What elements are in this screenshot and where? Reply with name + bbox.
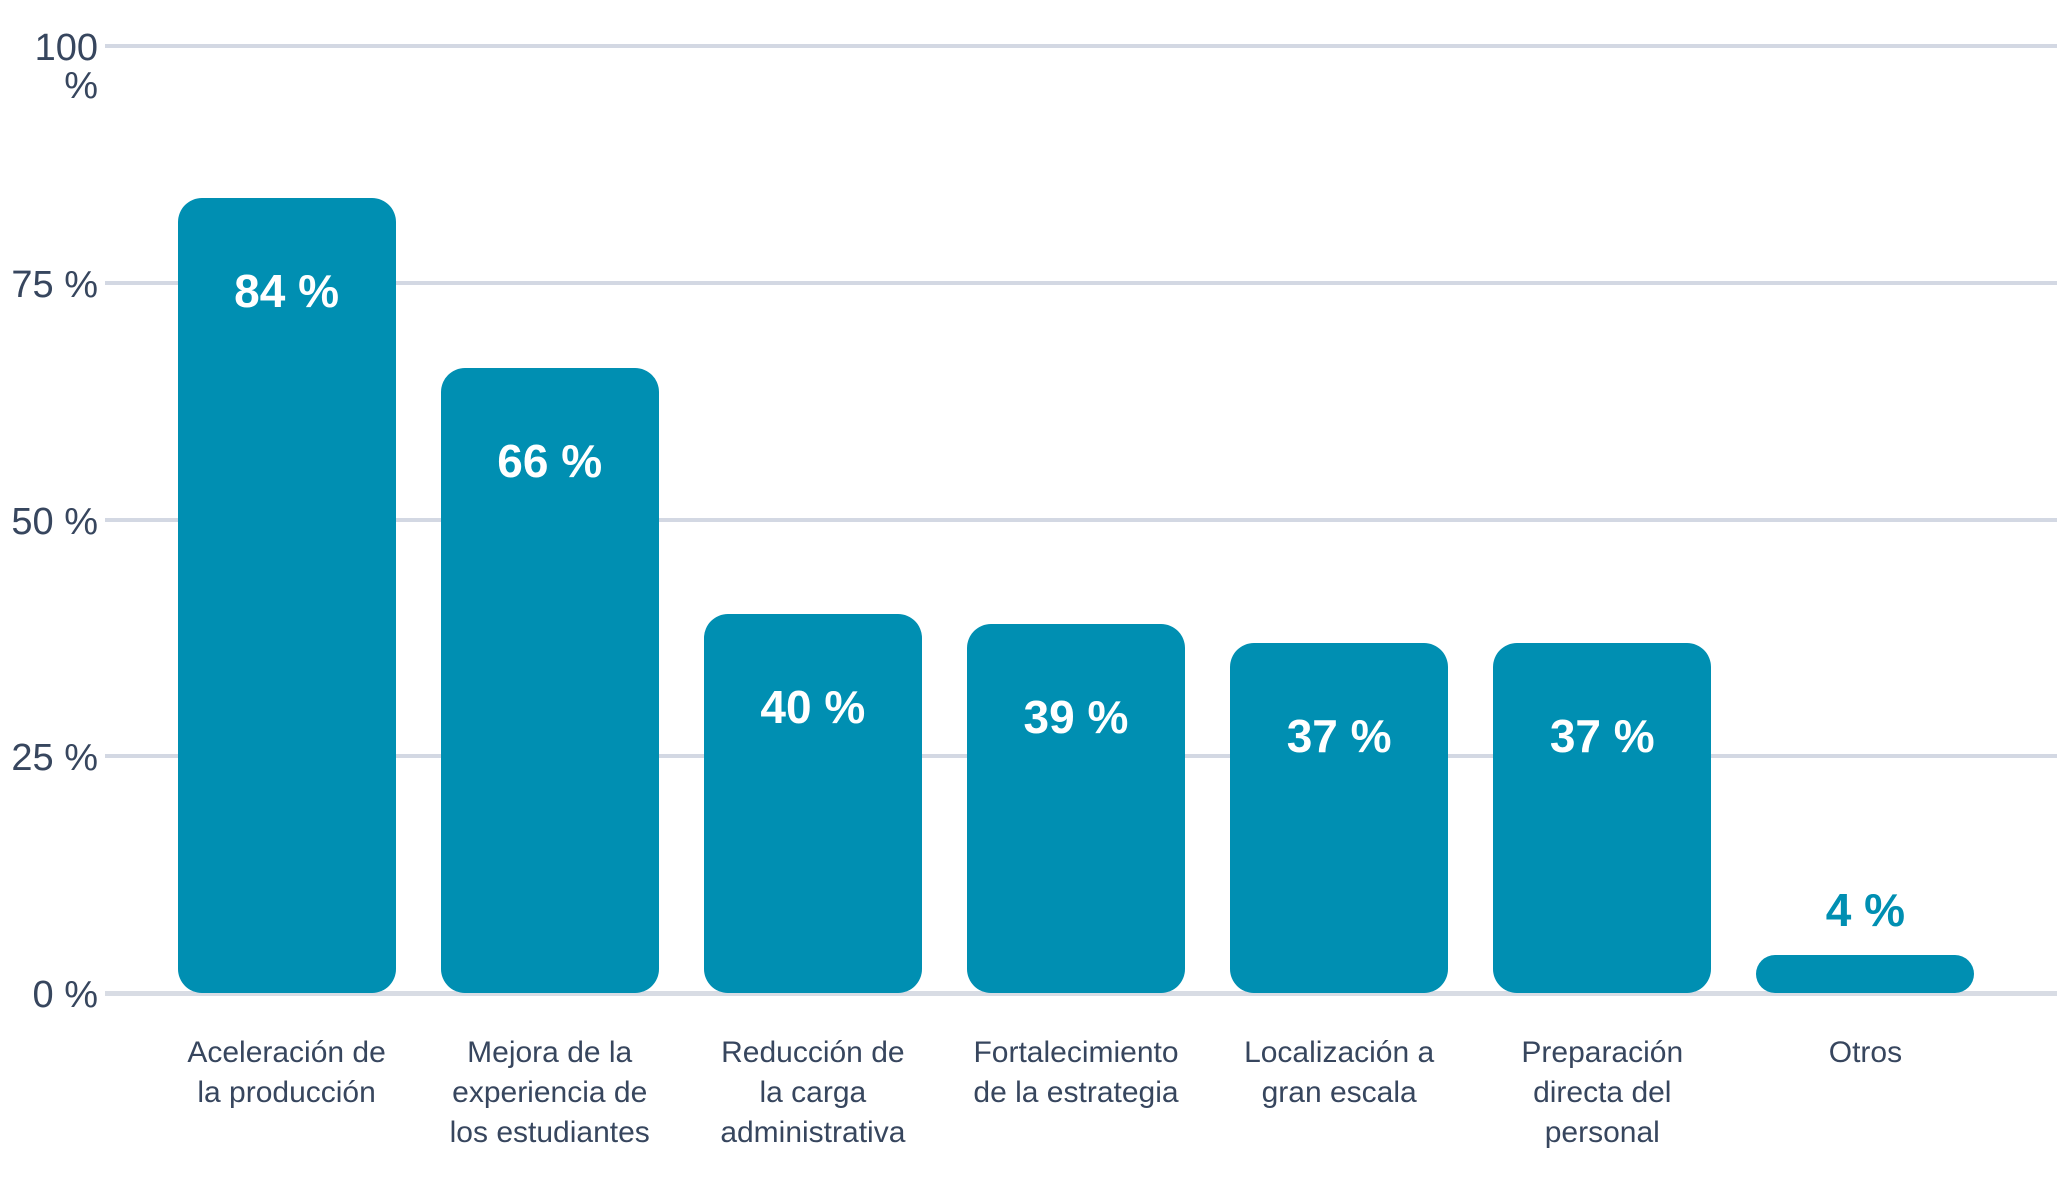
bar-column: 39 % [944, 46, 1207, 993]
y-axis-tick-label: 50 % [11, 500, 98, 543]
bar-column: 84 % [155, 46, 418, 993]
bar: 39 % [966, 623, 1185, 993]
x-axis-category-label: Aceleración de la producción [187, 1036, 386, 1109]
x-axis-category-labels: Aceleración de la producción Mejora de l… [155, 1033, 1997, 1153]
y-axis-tick-label: 75 % [11, 263, 98, 306]
x-axis-category-label: Mejora de la experiencia de los estudian… [449, 1036, 650, 1149]
bar-value-label: 4 % [1825, 884, 1906, 937]
plot-area: 84 % 66 % 40 % 39 % 37 % 37 % 4 % [155, 46, 1997, 993]
x-axis-category-label: Preparación directa del personal [1521, 1036, 1684, 1149]
bar-value-label: 84 % [234, 264, 339, 317]
gridline [105, 517, 2057, 522]
y-axis-tick-label: 0 % [32, 974, 98, 1016]
bar-column: 66 % [418, 46, 681, 993]
y-axis-tick-label: 100 % [34, 27, 98, 107]
gridline [105, 44, 2057, 48]
gridline [105, 991, 2057, 996]
bar: 37 % [1493, 642, 1712, 993]
bar: 37 % [1230, 642, 1449, 993]
bar: 40 % [703, 614, 922, 993]
bar-value-label: 66 % [497, 434, 603, 487]
bar-column: 40 % [681, 46, 944, 993]
bar-value-label: 37 % [1549, 709, 1655, 762]
bar-value-label: 40 % [760, 681, 866, 734]
bar-column: 37 % [1471, 46, 1734, 993]
y-axis-tick-label: 25 % [11, 737, 98, 780]
bar-value-label: 39 % [1023, 690, 1129, 743]
bar-column: 4 % [1734, 46, 1997, 993]
x-axis-category-label: Fortalecimiento de la estrategia [973, 1036, 1179, 1109]
bar: 4 % [1756, 887, 1975, 993]
gridline [105, 280, 2057, 285]
bar-value-label: 37 % [1286, 709, 1392, 762]
bar: 66 % [440, 367, 659, 993]
bar: 84 % [177, 197, 396, 993]
x-axis-category-label: Otros [1828, 1036, 1903, 1069]
bar-column: 37 % [1208, 46, 1471, 993]
x-axis-category-label: Reducción de la carga administrativa [720, 1036, 906, 1149]
x-axis-category-label: Localización a gran escala [1244, 1036, 1435, 1109]
